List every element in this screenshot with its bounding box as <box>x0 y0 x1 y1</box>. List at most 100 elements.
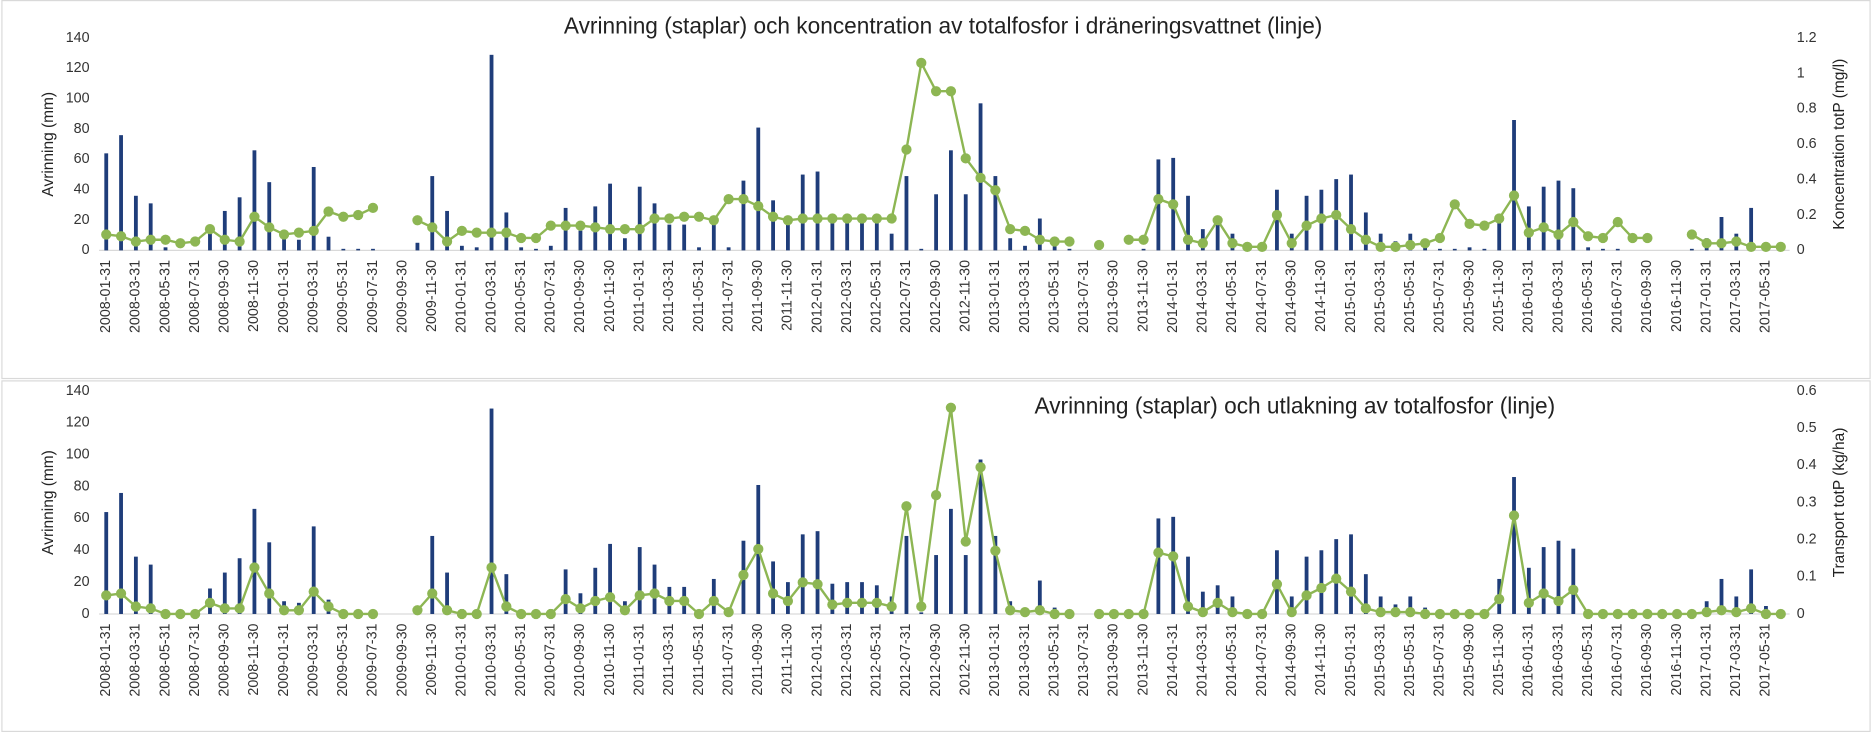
bar <box>1541 547 1546 614</box>
marker <box>1612 216 1623 228</box>
bar <box>267 542 272 614</box>
marker <box>1464 218 1475 229</box>
x-tick-label: 2008-09-30 <box>217 623 233 696</box>
y-tick-label: 60 <box>74 510 90 526</box>
marker <box>367 202 379 214</box>
bar <box>711 217 716 251</box>
bar <box>1363 212 1368 251</box>
marker <box>1494 593 1505 605</box>
bar <box>282 238 286 251</box>
x-tick-label: 2008-07-31 <box>187 623 203 696</box>
marker <box>308 586 319 597</box>
x-tick-label: 2013-03-31 <box>1017 260 1033 333</box>
y-tick-label: 0 <box>82 242 90 258</box>
marker <box>797 213 808 224</box>
bar <box>1037 218 1042 251</box>
y2-tick-label: 0.1 <box>1797 569 1817 585</box>
x-tick-label: 2013-03-31 <box>1017 623 1033 696</box>
marker <box>1419 608 1431 620</box>
x-tick-label: 2017-05-31 <box>1758 260 1774 333</box>
bar <box>548 245 553 251</box>
marker <box>1731 606 1742 618</box>
x-tick-label: 2008-11-30 <box>246 260 262 332</box>
marker <box>1553 229 1564 240</box>
marker <box>1775 608 1786 620</box>
x-tick-label: 2014-07-31 <box>1254 260 1270 333</box>
marker <box>797 577 808 588</box>
x-tick-label: 2013-01-31 <box>987 623 1003 696</box>
x-tick-label: 2015-03-31 <box>1372 260 1388 333</box>
y2-tick-label: 0 <box>1797 606 1805 622</box>
marker <box>1301 220 1312 231</box>
bar <box>1141 248 1146 251</box>
marker <box>1049 236 1060 247</box>
marker <box>1612 608 1623 620</box>
marker <box>1479 220 1490 231</box>
marker <box>427 222 438 233</box>
bar <box>1171 516 1176 614</box>
marker <box>1731 236 1742 247</box>
marker <box>412 215 423 226</box>
bar <box>459 245 464 251</box>
marker <box>575 220 586 231</box>
x-tick-label: 2016-07-31 <box>1610 260 1626 333</box>
x-tick-label: 2012-07-31 <box>898 260 914 333</box>
y2-tick-label: 0 <box>1797 242 1805 258</box>
marker <box>1197 606 1208 618</box>
bar <box>1438 248 1442 251</box>
marker <box>1405 606 1416 618</box>
bar <box>1719 578 1724 614</box>
bar <box>1734 596 1739 614</box>
bar <box>1512 477 1516 614</box>
marker <box>441 605 453 616</box>
bar <box>756 127 761 251</box>
marker <box>545 608 556 620</box>
marker <box>1212 215 1223 226</box>
marker <box>115 588 127 599</box>
bar <box>845 220 850 251</box>
bar <box>356 248 361 251</box>
marker <box>1034 605 1045 616</box>
bar <box>652 203 657 251</box>
bar <box>1497 217 1502 251</box>
marker <box>1568 584 1579 595</box>
marker <box>1523 227 1534 238</box>
x-tick-label: 2013-07-31 <box>1076 623 1092 696</box>
bar <box>1008 238 1013 251</box>
bar <box>222 210 227 251</box>
marker <box>1553 595 1564 607</box>
x-tick-label: 2017-01-31 <box>1698 260 1714 333</box>
bar <box>1467 247 1472 251</box>
y-tick-label: 140 <box>66 30 90 46</box>
bar <box>1349 174 1353 251</box>
bar <box>1156 518 1161 614</box>
x-tick-label: 2011-11-30 <box>780 260 796 331</box>
marker <box>1419 238 1431 249</box>
marker <box>219 234 230 245</box>
bar <box>1378 596 1383 614</box>
marker <box>501 601 512 612</box>
marker <box>930 86 942 97</box>
y2-tick-label: 1 <box>1797 65 1805 81</box>
x-tick-label: 2014-11-30 <box>1313 260 1329 332</box>
x-tick-label: 2012-07-31 <box>898 623 914 696</box>
marker <box>101 590 112 601</box>
x-tick-label: 2009-09-30 <box>394 623 410 696</box>
marker <box>1390 606 1401 618</box>
marker <box>990 545 1001 556</box>
x-tick-label: 2012-03-31 <box>839 623 855 696</box>
bar <box>163 247 168 251</box>
x-tick-label: 2011-01-31 <box>632 623 648 695</box>
marker <box>901 144 912 155</box>
marker <box>1331 209 1342 221</box>
y2-tick-label: 0.6 <box>1797 383 1817 399</box>
bar <box>771 200 775 251</box>
marker <box>1360 603 1371 614</box>
x-tick-label: 2016-03-31 <box>1550 260 1566 333</box>
y-tick-label: 120 <box>66 60 90 76</box>
x-tick-label: 2009-01-31 <box>276 623 292 696</box>
marker <box>1760 608 1772 620</box>
bar <box>637 547 642 614</box>
x-tick-label: 2014-05-31 <box>1224 260 1240 333</box>
x-tick-label: 2010-11-30 <box>602 260 618 332</box>
